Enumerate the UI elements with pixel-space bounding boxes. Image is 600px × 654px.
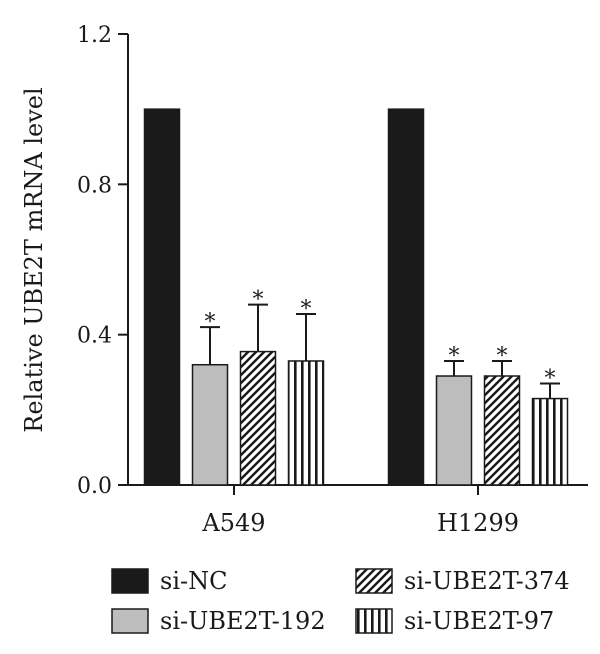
error-bars-group bbox=[200, 303, 560, 399]
legend-swatch bbox=[111, 568, 149, 594]
significance-star: * bbox=[253, 288, 264, 313]
legend-label: si-UBE2T-97 bbox=[404, 607, 554, 635]
legend-item: si-NC bbox=[111, 567, 227, 595]
bar-si-ube2t-97 bbox=[287, 360, 325, 486]
legend-swatch bbox=[355, 568, 393, 594]
bar-si-ube2t-192 bbox=[191, 363, 229, 486]
significance-star: * bbox=[497, 344, 508, 369]
legend-swatch bbox=[355, 608, 393, 634]
bar-si-ube2t-374 bbox=[239, 350, 277, 486]
bar-si-nc bbox=[143, 108, 181, 486]
y-tick-label: 0.4 bbox=[77, 324, 112, 349]
legend-label: si-UBE2T-192 bbox=[160, 607, 326, 635]
y-tick-label: 0.8 bbox=[77, 173, 112, 198]
significance-markers: * * * * * * bbox=[205, 288, 556, 392]
y-tick-label: 1.2 bbox=[77, 23, 112, 48]
bar-si-ube2t-374 bbox=[483, 375, 521, 486]
y-tick-label: 0.0 bbox=[77, 474, 112, 499]
x-tick-label: A549 bbox=[201, 509, 265, 537]
significance-star: * bbox=[449, 344, 460, 369]
bar-si-nc bbox=[387, 108, 425, 486]
x-tick-label: H1299 bbox=[437, 509, 519, 537]
legend-item: si-UBE2T-192 bbox=[111, 607, 326, 635]
significance-star: * bbox=[301, 297, 312, 322]
axes: 0.0 0.4 0.8 1.2 A549 H1299 bbox=[77, 23, 588, 537]
legend-swatch bbox=[111, 608, 149, 634]
legend-item: si-UBE2T-97 bbox=[355, 607, 554, 635]
legend: si-NC si-UBE2T-192 si-UBE2T-374 si-UBE2T-97 bbox=[111, 567, 570, 635]
legend-item: si-UBE2T-374 bbox=[355, 567, 570, 595]
y-axis-title: Relative UBE2T mRNA level bbox=[20, 87, 48, 432]
significance-star: * bbox=[205, 310, 216, 335]
bars-group bbox=[143, 108, 569, 486]
bar-si-ube2t-192 bbox=[435, 375, 473, 486]
legend-label: si-NC bbox=[160, 567, 227, 595]
bar-si-ube2t-97 bbox=[531, 397, 569, 486]
significance-star: * bbox=[545, 367, 556, 392]
legend-label: si-UBE2T-374 bbox=[404, 567, 570, 595]
